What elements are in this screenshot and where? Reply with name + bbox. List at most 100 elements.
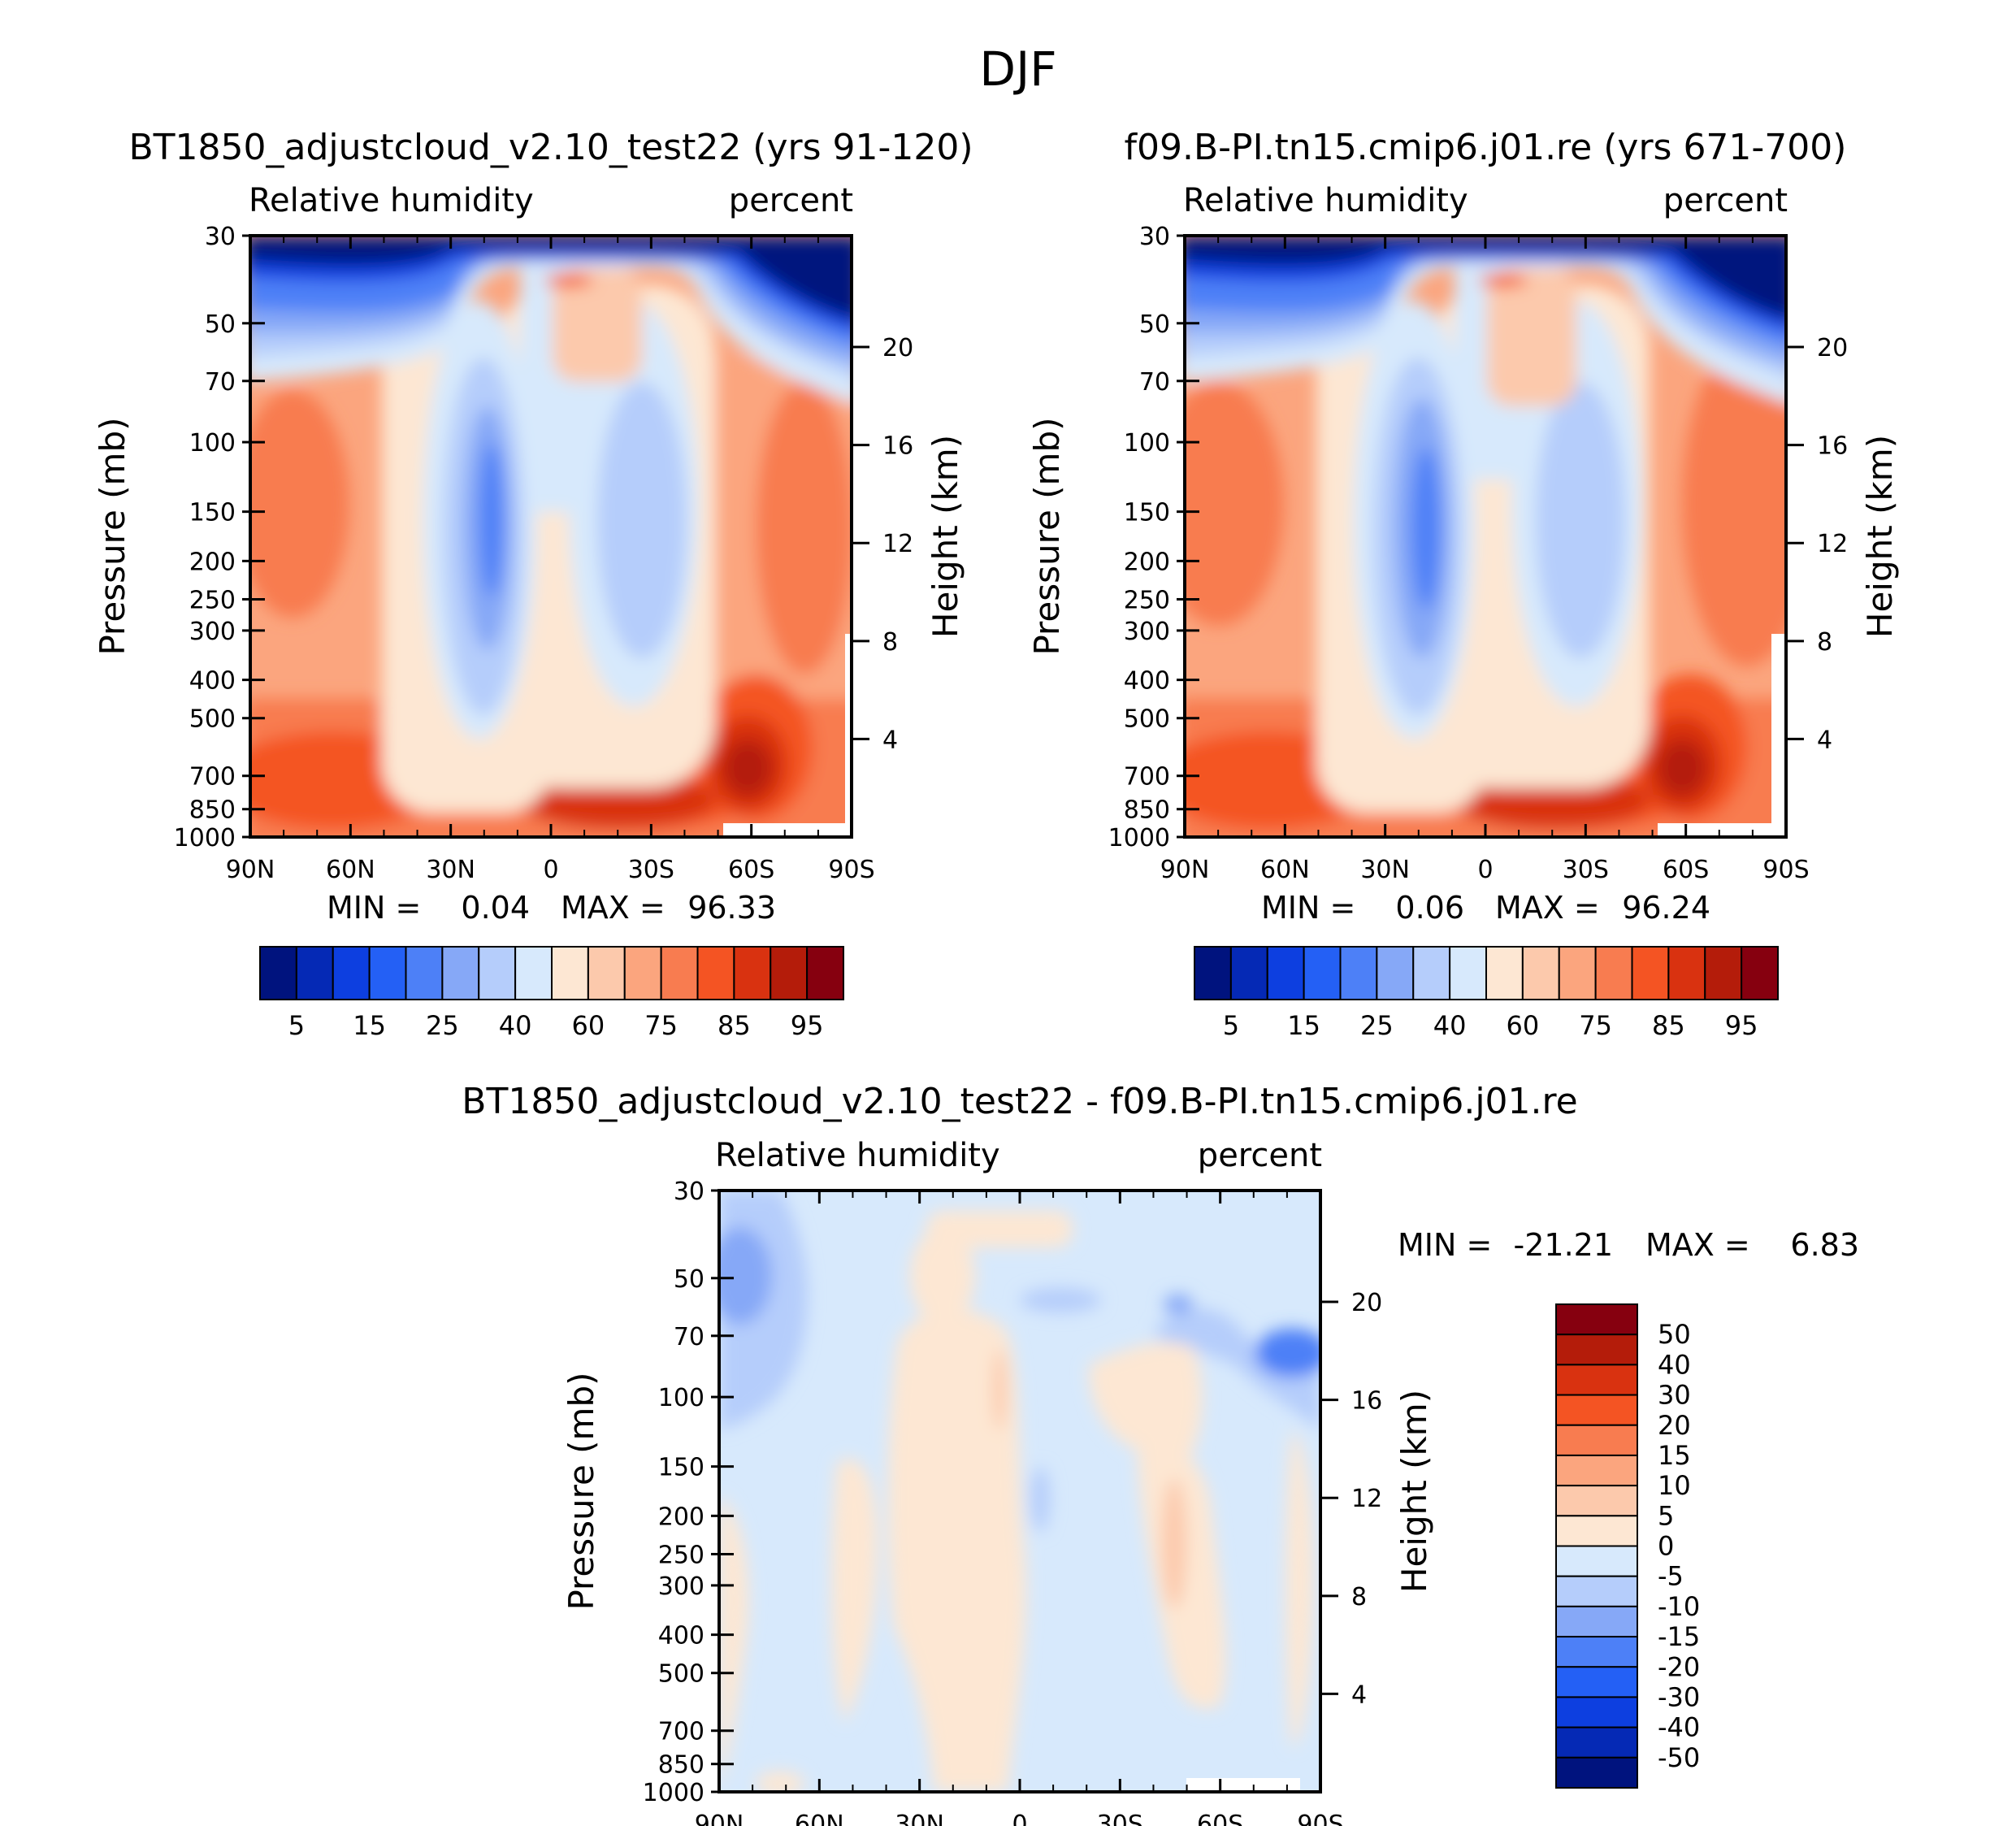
panel-3-colorbar-label: -10 xyxy=(1658,1591,1700,1622)
panel-1-x-tick-label: 30N xyxy=(426,856,475,884)
panel-3-y-tick-label: 250 xyxy=(658,1541,705,1569)
panel-3-colorbar-box xyxy=(1555,1726,1638,1759)
panel-1-min-label: MIN = xyxy=(327,890,421,926)
panel-1-colorbar-box xyxy=(551,946,589,1000)
panel-2-title: f09.B-PI.tn15.cmip6.j01.re (yrs 671-700) xyxy=(1125,127,1847,168)
panel-2-y-axis-title: Pressure (mb) xyxy=(1027,417,1067,655)
panel-1-x-tick-label: 30S xyxy=(628,856,674,884)
panel-2-colorbar-label: 5 xyxy=(1223,1010,1239,1041)
panel-3-height-tick-label: 20 xyxy=(1351,1289,1382,1317)
panel-1-x-tick-label: 90S xyxy=(828,856,874,884)
panel-3-colorbar-box xyxy=(1555,1575,1638,1607)
panel-1-x-tick-label: 60S xyxy=(728,856,774,884)
panel-2-x-tick-label: 0 xyxy=(1477,856,1493,884)
panel-3-colorbar-box xyxy=(1555,1545,1638,1577)
panel-1-variable-label: Relative humidity xyxy=(249,182,534,219)
panel-2-y-tick-label: 850 xyxy=(1124,796,1170,825)
panel-1-y-tick-label: 100 xyxy=(189,429,236,458)
panel-3-colorbar-box xyxy=(1555,1666,1638,1698)
panel-1-y-tick-label: 500 xyxy=(189,705,236,734)
panel-3-height-tick-label: 8 xyxy=(1351,1583,1367,1611)
panel-3-y-tick-label: 50 xyxy=(674,1265,705,1294)
panel-3-colorbar-label: -20 xyxy=(1658,1651,1700,1682)
panel-1-colorbar-box xyxy=(587,946,626,1000)
panel-3-height-tick-label: 12 xyxy=(1351,1485,1382,1513)
panel-2-colorbar-box xyxy=(1631,946,1670,1000)
panel-1-colorbar-box xyxy=(514,946,553,1000)
panel-3-y-tick-label: 300 xyxy=(658,1572,705,1601)
panel-1-colorbar: 5 15 25 40 60 75 85 95 xyxy=(259,946,844,1041)
panel-2-colorbar-label: 95 xyxy=(1725,1010,1758,1041)
panel-1-y-tick-label: 70 xyxy=(205,368,236,397)
panel-3-colorbar-label: 5 xyxy=(1658,1500,1674,1531)
panel-2-y-tick-label: 250 xyxy=(1124,586,1170,614)
panel-3-y-tick-label: 150 xyxy=(658,1454,705,1482)
panel-1-colorbar-label: 85 xyxy=(718,1010,751,1041)
panel-3-colorbar-label: 10 xyxy=(1658,1470,1691,1501)
panel-3-colorbar-box xyxy=(1555,1424,1638,1456)
panel-2-colorbar-box xyxy=(1741,946,1779,1000)
panel-2-colorbar-box xyxy=(1521,946,1560,1000)
panel-3-colorbar-label: -15 xyxy=(1658,1621,1700,1652)
panel-1-y-tick-label: 200 xyxy=(189,548,236,576)
panel-1-colorbar-box xyxy=(405,946,444,1000)
panel-3-colorbar-box xyxy=(1555,1394,1638,1426)
panel-3-colorbar-label: -40 xyxy=(1658,1712,1700,1743)
panel-2-colorbar-box xyxy=(1266,946,1305,1000)
panel-2-colorbar-box xyxy=(1485,946,1524,1000)
panel-1-y-tick-label: 300 xyxy=(189,618,236,646)
panel-3-colorbar-box xyxy=(1555,1485,1638,1517)
panel-1-y-tick-label: 150 xyxy=(189,499,236,527)
panel-1-colorbar-label: 25 xyxy=(426,1010,459,1041)
panel-1-colorbar-box xyxy=(259,946,297,1000)
panel-2: f09.B-PI.tn15.cmip6.j01.re (yrs 671-700)… xyxy=(1027,127,1900,1041)
panel-2-y-tick-label: 150 xyxy=(1124,499,1170,527)
panel-3-x-tick-label: 30S xyxy=(1097,1811,1143,1826)
panel-3-colorbar-box xyxy=(1555,1515,1638,1547)
panel-2-colorbar: 5 15 25 40 60 75 85 95 xyxy=(1194,946,1779,1041)
panel-1-colorbar-box xyxy=(332,946,371,1000)
panel-3-y-tick-label: 100 xyxy=(658,1384,705,1412)
panel-3-x-tick-label: 60S xyxy=(1197,1811,1243,1826)
panel-3-y-tick-label: 400 xyxy=(658,1622,705,1650)
panel-2-height-tick-label: 16 xyxy=(1817,432,1848,461)
panel-3-min-value: -21.21 xyxy=(1514,1227,1614,1263)
panel-2-right-axis-title: Height (km) xyxy=(1860,435,1900,638)
panel-2-x-tick-label: 90N xyxy=(1160,856,1210,884)
panel-2-colorbar-label: 25 xyxy=(1360,1010,1394,1041)
panel-3-colorbar-box xyxy=(1555,1756,1638,1789)
panel-2-colorbar-box xyxy=(1412,946,1451,1000)
panel-1-y-axis-title: Pressure (mb) xyxy=(93,417,132,655)
panel-1-height-tick-label: 16 xyxy=(882,432,913,461)
panel-3-max-label: MAX = xyxy=(1645,1227,1750,1263)
panel-3-colorbar-label: 30 xyxy=(1658,1380,1691,1411)
panel-1-colorbar-label: 95 xyxy=(791,1010,824,1041)
panel-2-units-label: percent xyxy=(1663,182,1788,219)
panel-3-y-tick-label: 200 xyxy=(658,1503,705,1531)
panel-3-colorbar-label: 20 xyxy=(1658,1410,1691,1441)
panel-1-max-value: 96.33 xyxy=(687,890,776,926)
panel-1-colorbar-label: 40 xyxy=(499,1010,532,1041)
panel-2-y-tick-label: 700 xyxy=(1124,763,1170,792)
panel-1-height-tick-label: 12 xyxy=(882,530,913,558)
panel-1-x-tick-label: 0 xyxy=(543,856,558,884)
panel-1-height-tick-label: 4 xyxy=(882,726,898,754)
panel-2-min-value: 0.06 xyxy=(1395,890,1464,926)
panel-3-height-tick-label: 4 xyxy=(1351,1681,1367,1709)
panel-3-height-tick-label: 16 xyxy=(1351,1387,1382,1416)
figure-title: DJF xyxy=(979,41,1056,97)
panel-3-y-tick-label: 30 xyxy=(674,1178,705,1206)
panel-2-height-tick-label: 4 xyxy=(1817,726,1832,754)
panel-1-colorbar-box xyxy=(623,946,662,1000)
panel-1-title: BT1850_adjustcloud_v2.10_test22 (yrs 91-… xyxy=(128,127,973,168)
panel-3-y-axis-title: Pressure (mb) xyxy=(561,1372,601,1610)
panel-1-field xyxy=(250,236,852,837)
panel-2-y-tick-label: 100 xyxy=(1124,429,1170,458)
panel-1-y-tick-label: 250 xyxy=(189,586,236,614)
panel-3-colorbar-box xyxy=(1555,1364,1638,1396)
panel-1-x-tick-label: 90N xyxy=(226,856,275,884)
panel-1-y-tick-label: 30 xyxy=(205,223,236,251)
panel-3-colorbar-label: -30 xyxy=(1658,1681,1700,1712)
panel-2-y-tick-label: 30 xyxy=(1139,223,1170,251)
panel-3-colorbar-box xyxy=(1555,1696,1638,1728)
